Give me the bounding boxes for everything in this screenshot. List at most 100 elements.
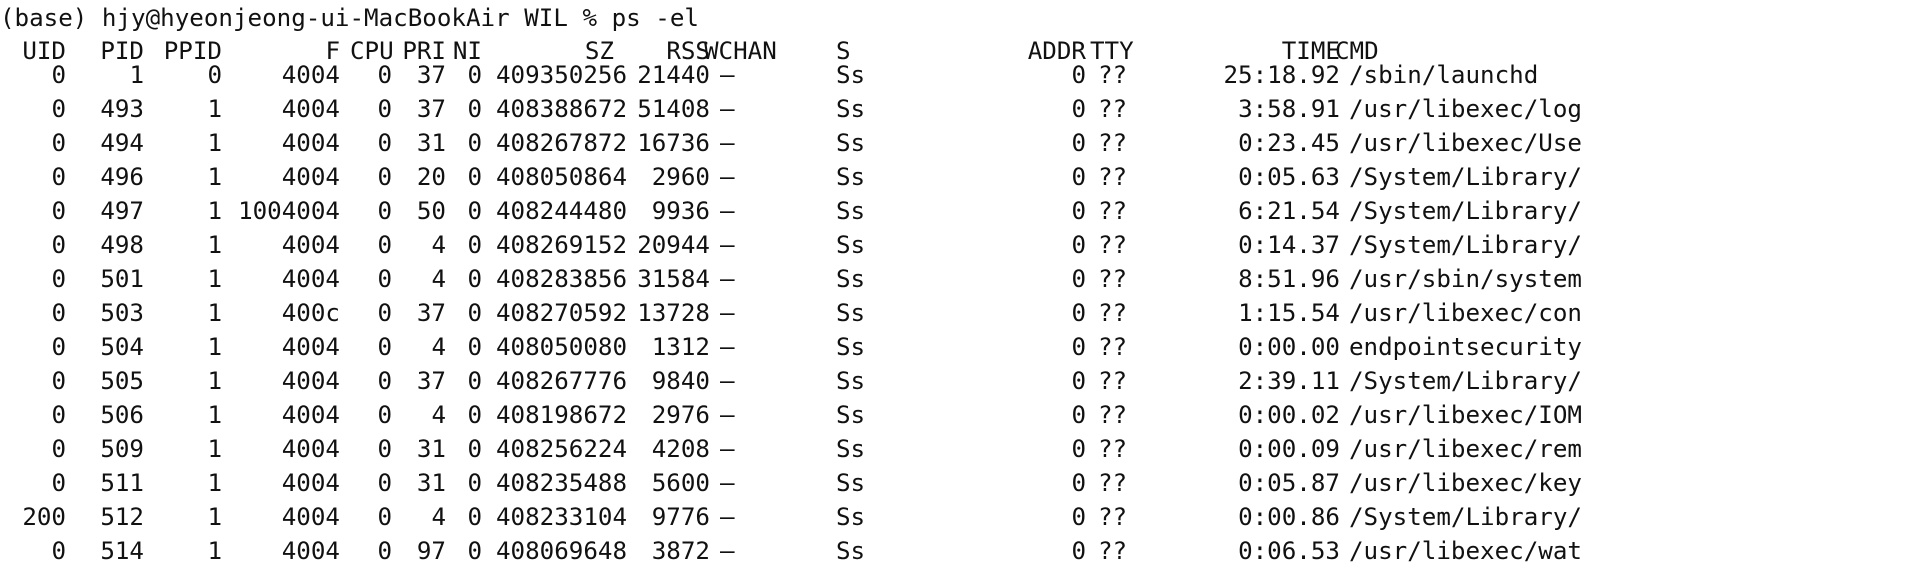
- process-addr-cell: 0: [1071, 299, 1086, 327]
- process-cpu-cell: 0: [377, 333, 392, 361]
- process-wchan-cell: –: [720, 231, 735, 259]
- process-f-cell: 4004: [281, 401, 340, 429]
- process-pid-cell: 497: [100, 197, 144, 225]
- process-tty-cell: ??: [1098, 163, 1128, 191]
- process-addr-cell: 0: [1071, 61, 1086, 89]
- process-cpu-cell: 0: [377, 61, 392, 89]
- process-pri-cell: 4: [431, 333, 446, 361]
- process-time-cell: 0:23.45: [1238, 129, 1340, 157]
- process-ppid-cell: 1: [207, 469, 222, 497]
- process-sz-cell: 408069648: [496, 537, 628, 565]
- process-uid-cell: 0: [51, 435, 66, 463]
- process-wchan-cell: –: [720, 299, 735, 327]
- process-wchan-cell: –: [720, 469, 735, 497]
- process-pri-cell: 37: [416, 367, 446, 395]
- process-sz-cell: 408233104: [496, 503, 628, 531]
- process-ppid-cell: 1: [207, 95, 222, 123]
- process-time-cell: 0:00.86: [1238, 503, 1340, 531]
- process-uid-cell: 0: [51, 333, 66, 361]
- process-pid-cell: 494: [100, 129, 144, 157]
- process-uid-cell: 0: [51, 469, 66, 497]
- process-time-cell: 1:15.54: [1238, 299, 1340, 327]
- process-ppid-cell: 1: [207, 401, 222, 429]
- process-ppid-cell: 1: [207, 163, 222, 191]
- shell-prompt-line: (base) hjy@hyeonjeong-ui-MacBookAir WIL …: [0, 4, 699, 32]
- process-cmd-cell: /usr/libexec/IOM: [1349, 401, 1582, 429]
- column-header-uid: UID: [22, 37, 66, 65]
- process-addr-cell: 0: [1071, 333, 1086, 361]
- process-uid-cell: 0: [51, 61, 66, 89]
- process-ppid-cell: 1: [207, 333, 222, 361]
- process-uid-cell: 0: [51, 129, 66, 157]
- process-pid-cell: 496: [100, 163, 144, 191]
- process-time-cell: 6:21.54: [1238, 197, 1340, 225]
- process-row: 0 497 1 1004004 0 50 0 408244480 9936– Ss 0?? 6:21.…: [0, 194, 1914, 228]
- process-rss-cell: 4208: [651, 435, 710, 463]
- process-uid-cell: 0: [51, 367, 66, 395]
- process-row: 0 505 1 4004 0 37 0 408267776 9840– Ss 0?? 2:39.11 /…: [0, 364, 1914, 398]
- process-cpu-cell: 0: [377, 537, 392, 565]
- process-f-cell: 4004: [281, 435, 340, 463]
- process-pri-cell: 37: [416, 299, 446, 327]
- process-addr-cell: 0: [1071, 503, 1086, 531]
- process-rss-cell: 2976: [651, 401, 710, 429]
- process-sz-cell: 408388672: [496, 95, 628, 123]
- column-header-tty: TTY: [1090, 37, 1134, 65]
- process-f-cell: 4004: [281, 537, 340, 565]
- process-cpu-cell: 0: [377, 299, 392, 327]
- process-s-cell: Ss: [836, 129, 866, 157]
- process-pri-cell: 37: [416, 61, 446, 89]
- process-tty-cell: ??: [1098, 265, 1128, 293]
- process-ni-cell: 0: [467, 503, 482, 531]
- process-pid-cell: 1: [129, 61, 144, 89]
- process-pid-cell: 511: [100, 469, 144, 497]
- process-time-cell: 3:58.91: [1238, 95, 1340, 123]
- process-tty-cell: ??: [1098, 129, 1128, 157]
- process-pri-cell: 4: [431, 503, 446, 531]
- column-header-cpu: CPU: [350, 37, 394, 65]
- process-addr-cell: 0: [1071, 367, 1086, 395]
- process-tty-cell: ??: [1098, 231, 1128, 259]
- process-time-cell: 0:06.53: [1238, 537, 1340, 565]
- process-time-cell: 0:05.87: [1238, 469, 1340, 497]
- process-wchan-cell: –: [720, 503, 735, 531]
- process-cmd-cell: endpointsecurity: [1349, 333, 1582, 361]
- process-uid-cell: 0: [51, 265, 66, 293]
- process-s-cell: Ss: [836, 333, 866, 361]
- process-ni-cell: 0: [467, 95, 482, 123]
- process-ni-cell: 0: [467, 61, 482, 89]
- column-header-pid: PID: [100, 37, 144, 65]
- process-cpu-cell: 0: [377, 503, 392, 531]
- process-sz-cell: 408235488: [496, 469, 628, 497]
- process-sz-cell: 408244480: [496, 197, 628, 225]
- process-wchan-cell: –: [720, 163, 735, 191]
- process-s-cell: Ss: [836, 367, 866, 395]
- process-wchan-cell: –: [720, 537, 735, 565]
- process-wchan-cell: –: [720, 265, 735, 293]
- process-row: 0 501 1 4004 0 4 0 408283856 31584– Ss 0?? 8:51.96/…: [0, 262, 1914, 296]
- process-f-cell: 4004: [281, 231, 340, 259]
- process-cmd-cell: /usr/sbin/system: [1349, 265, 1582, 293]
- column-header-sz: SZ: [584, 37, 614, 65]
- process-ni-cell: 0: [467, 265, 482, 293]
- process-s-cell: Ss: [836, 469, 866, 497]
- process-rss-cell: 5600: [651, 469, 710, 497]
- process-cmd-cell: /usr/libexec/key: [1349, 469, 1582, 497]
- process-wchan-cell: –: [720, 401, 735, 429]
- process-s-cell: Ss: [836, 435, 866, 463]
- process-addr-cell: 0: [1071, 197, 1086, 225]
- process-sz-cell: 408050080: [496, 333, 628, 361]
- process-rss-cell: 31584: [637, 265, 710, 293]
- process-uid-cell: 0: [51, 299, 66, 327]
- process-ni-cell: 0: [467, 231, 482, 259]
- process-cmd-cell: /sbin/launchd: [1349, 61, 1539, 89]
- process-wchan-cell: –: [720, 197, 735, 225]
- process-row: 0 506 1 4004 0 4 0 408198672 2976– Ss 0?? 0:00.02/u…: [0, 398, 1914, 432]
- process-ppid-cell: 1: [207, 197, 222, 225]
- process-sz-cell: 408198672: [496, 401, 628, 429]
- process-uid-cell: 200: [22, 503, 66, 531]
- process-ni-cell: 0: [467, 367, 482, 395]
- process-cmd-cell: /System/Library/: [1349, 231, 1582, 259]
- process-pid-cell: 493: [100, 95, 144, 123]
